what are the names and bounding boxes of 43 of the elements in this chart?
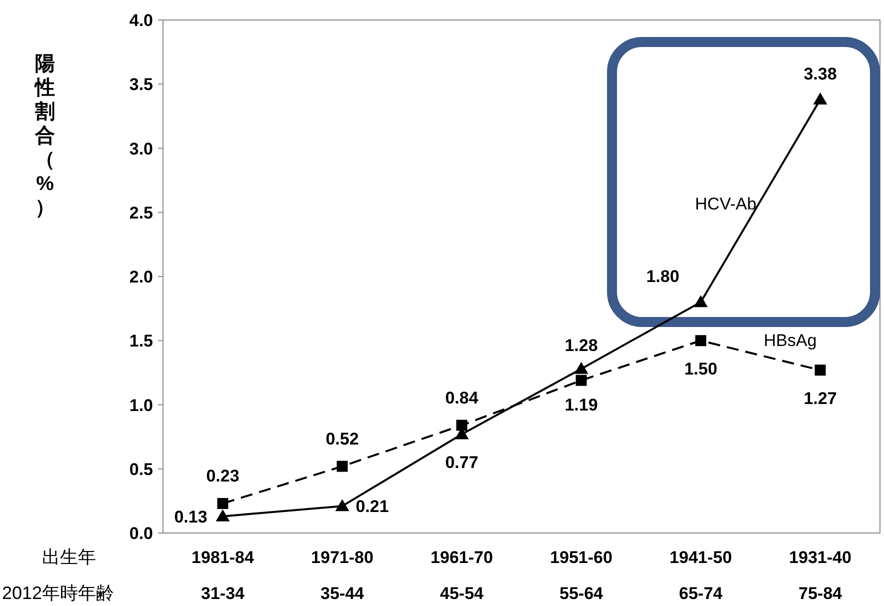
y-tick-label: 1.5: [129, 332, 153, 351]
data-label: 0.13: [174, 507, 208, 526]
data-label: 0.77: [445, 453, 478, 472]
data-label: 0.23: [206, 466, 240, 486]
x-tick-label: 1931-40 75-84: [789, 548, 852, 603]
point: [574, 362, 588, 374]
point: [695, 335, 706, 346]
y-tick-label: 2.5: [129, 203, 153, 222]
data-label: 3.38: [804, 64, 837, 84]
data-label: 0.52: [326, 429, 359, 448]
point: [217, 498, 228, 510]
data-label: 1.27: [804, 389, 837, 408]
series-label: HBsAg: [764, 331, 817, 350]
point: [576, 374, 587, 386]
point: [694, 295, 708, 308]
text: 出生年: [42, 547, 96, 567]
series-label: HCV-Ab: [695, 194, 756, 214]
x-tick-label: 1941-50 65-74: [670, 548, 732, 603]
point: [336, 460, 348, 472]
y-axis-title: 陽性割合（%）: [33, 53, 55, 219]
y-tick-label: 2.0: [129, 268, 153, 286]
y-tick-label: 0.0: [129, 524, 153, 543]
y-tick-label: 4.0: [129, 11, 153, 30]
data-label: 1.80: [646, 267, 680, 286]
point: [456, 420, 468, 431]
text: 2012年時年齢: [2, 583, 114, 603]
point: [813, 92, 828, 105]
data-label: 1.19: [564, 395, 598, 414]
y-tick-label: 3.0: [129, 139, 153, 158]
x-tick-label: 1981-84 31-34: [192, 548, 254, 603]
y-tick-label: 1.0: [129, 396, 153, 415]
x-tick-label: 1971-80 35-44: [311, 548, 374, 603]
data-label: 0.21: [356, 497, 389, 516]
point: [216, 509, 230, 522]
data-label: 1.50: [684, 360, 718, 379]
point: [335, 499, 350, 512]
data-label: 0.84: [445, 388, 479, 408]
x-tick-label: 1951-60 55-64: [550, 548, 612, 603]
y-tick-label: 3.5: [129, 75, 153, 94]
data-label: 1.28: [564, 336, 598, 355]
point: [814, 364, 826, 376]
x-tick-label: 1961-70 45-54: [430, 548, 493, 603]
y-tick-label: 0.5: [129, 460, 153, 479]
